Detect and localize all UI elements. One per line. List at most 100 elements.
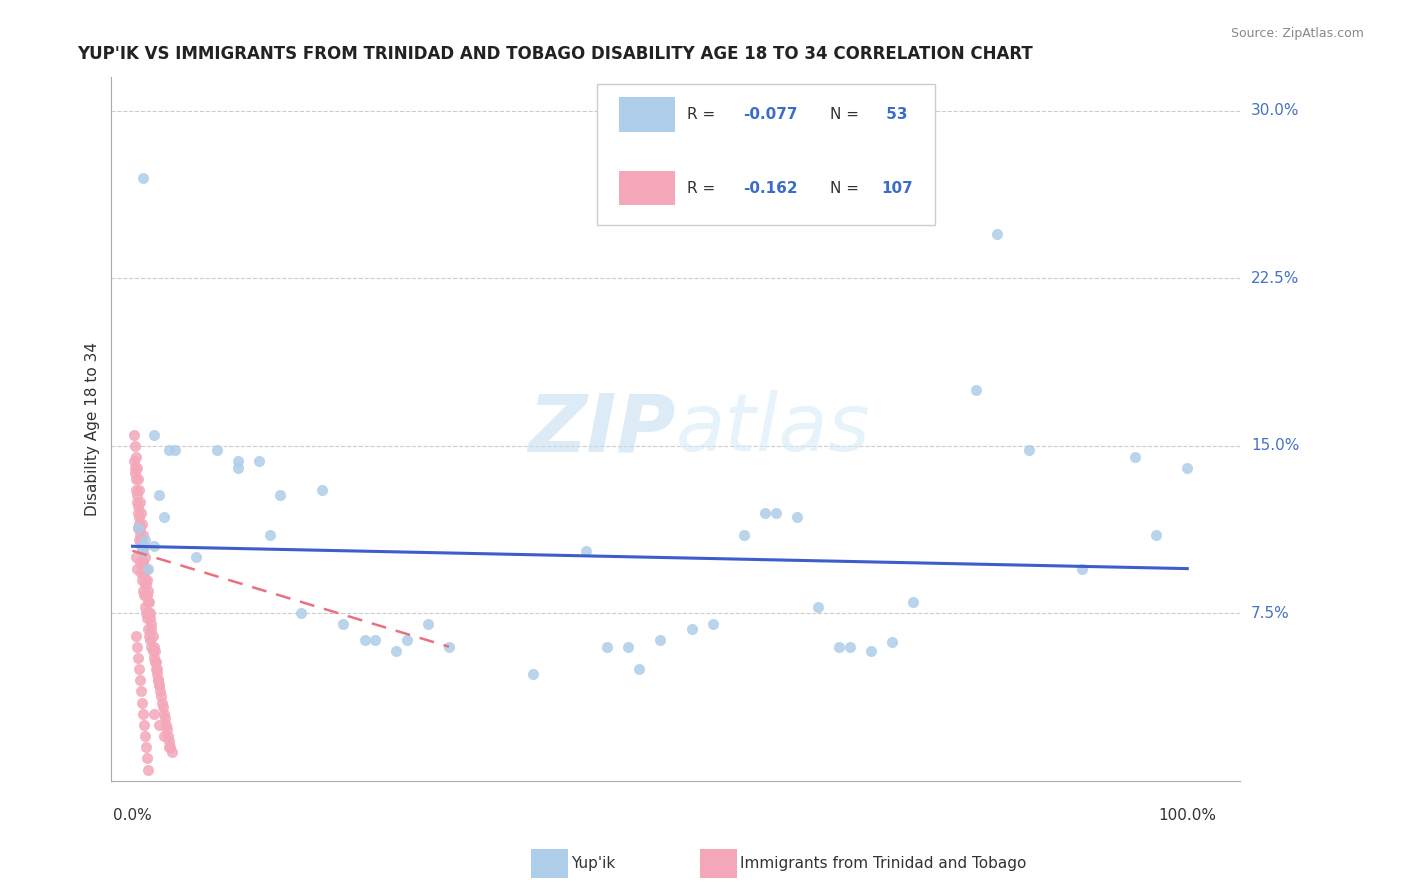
- Point: [152, 700, 174, 714]
- Point: [163, 443, 186, 458]
- Point: [145, 666, 167, 681]
- Point: [132, 170, 155, 185]
- Point: [145, 662, 167, 676]
- Point: [132, 588, 155, 602]
- Point: [146, 673, 169, 688]
- Text: ZIP: ZIP: [529, 390, 676, 468]
- Point: [702, 617, 724, 632]
- Text: 30.0%: 30.0%: [1251, 103, 1299, 119]
- Point: [138, 607, 160, 621]
- Point: [141, 617, 163, 632]
- Point: [127, 472, 149, 486]
- Point: [124, 461, 146, 475]
- Point: [364, 633, 387, 648]
- Point: [155, 718, 177, 732]
- Point: [157, 729, 180, 743]
- Point: [311, 483, 333, 498]
- Point: [132, 566, 155, 580]
- Text: 0.0%: 0.0%: [112, 808, 152, 823]
- Text: 7.5%: 7.5%: [1251, 606, 1289, 621]
- Point: [131, 573, 153, 587]
- Text: 107: 107: [882, 181, 912, 196]
- Point: [986, 227, 1008, 241]
- Point: [132, 583, 155, 598]
- Point: [617, 640, 640, 654]
- Point: [132, 543, 155, 558]
- Point: [160, 745, 183, 759]
- Point: [132, 528, 155, 542]
- Point: [247, 454, 270, 468]
- Point: [395, 633, 418, 648]
- Point: [136, 583, 159, 598]
- Point: [131, 696, 153, 710]
- Point: [139, 633, 162, 648]
- Point: [148, 678, 170, 692]
- Point: [733, 528, 755, 542]
- Point: [132, 539, 155, 553]
- Point: [127, 506, 149, 520]
- Point: [124, 550, 146, 565]
- Point: [125, 461, 148, 475]
- Point: [129, 533, 152, 547]
- Point: [141, 644, 163, 658]
- Point: [1018, 443, 1040, 458]
- Point: [153, 711, 176, 725]
- Point: [135, 740, 157, 755]
- Point: [157, 740, 180, 755]
- Point: [128, 494, 150, 508]
- Point: [136, 763, 159, 777]
- Point: [226, 461, 249, 475]
- Text: R =: R =: [688, 181, 720, 196]
- Point: [1123, 450, 1146, 464]
- Text: 15.0%: 15.0%: [1251, 438, 1299, 453]
- Point: [127, 651, 149, 665]
- Point: [205, 443, 228, 458]
- Point: [627, 662, 650, 676]
- Point: [136, 595, 159, 609]
- Point: [153, 510, 176, 524]
- Point: [134, 577, 156, 591]
- Point: [142, 651, 165, 665]
- Point: [129, 684, 152, 698]
- Point: [125, 494, 148, 508]
- Point: [135, 561, 157, 575]
- Point: [141, 622, 163, 636]
- Point: [141, 629, 163, 643]
- Point: [142, 427, 165, 442]
- Text: 53: 53: [882, 107, 908, 122]
- Point: [754, 506, 776, 520]
- Point: [596, 640, 619, 654]
- Point: [128, 533, 150, 547]
- Point: [149, 684, 172, 698]
- Point: [135, 577, 157, 591]
- Point: [136, 751, 159, 765]
- Point: [135, 607, 157, 621]
- Point: [131, 543, 153, 558]
- Point: [128, 528, 150, 542]
- Point: [575, 543, 598, 558]
- Point: [153, 729, 176, 743]
- Point: [138, 595, 160, 609]
- Point: [132, 706, 155, 721]
- Point: [385, 644, 408, 658]
- Point: [131, 543, 153, 558]
- Point: [134, 533, 156, 547]
- FancyBboxPatch shape: [619, 171, 675, 205]
- Text: atlas: atlas: [676, 390, 870, 468]
- Point: [139, 611, 162, 625]
- Point: [127, 521, 149, 535]
- Point: [135, 588, 157, 602]
- Point: [124, 483, 146, 498]
- Text: YUP'IK VS IMMIGRANTS FROM TRINIDAD AND TOBAGO DISABILITY AGE 18 TO 34 CORRELATIO: YUP'IK VS IMMIGRANTS FROM TRINIDAD AND T…: [77, 45, 1033, 62]
- Point: [148, 718, 170, 732]
- Point: [125, 640, 148, 654]
- Point: [128, 662, 150, 676]
- Point: [136, 573, 159, 587]
- Point: [125, 561, 148, 575]
- Point: [128, 555, 150, 569]
- Point: [153, 706, 176, 721]
- Point: [131, 516, 153, 531]
- Point: [156, 723, 179, 737]
- Text: 100.0%: 100.0%: [1159, 808, 1216, 823]
- Point: [134, 550, 156, 565]
